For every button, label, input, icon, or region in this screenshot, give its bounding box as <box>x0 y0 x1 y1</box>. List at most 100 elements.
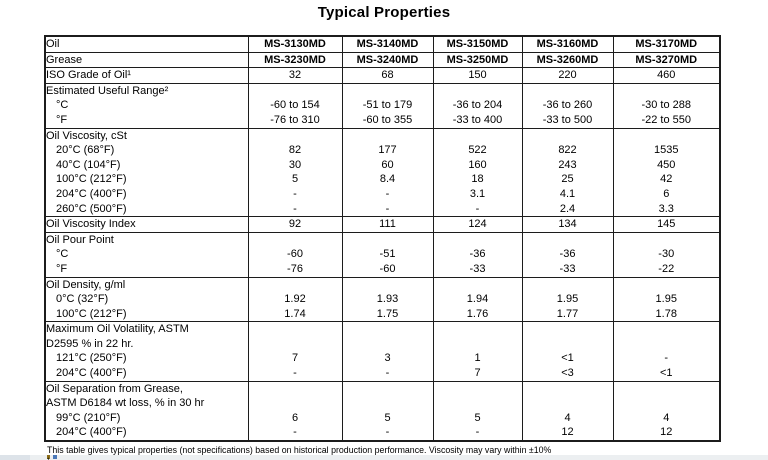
table-row: 260°C (500°F) - - -2.4 3.3 <box>44 201 721 217</box>
cell-value <box>247 232 343 248</box>
cell-value: MS-3140MD <box>341 36 434 53</box>
cell-value: 1 <box>432 351 523 367</box>
cell-value: - <box>341 425 434 442</box>
table-row: Grease MS-3230MD MS-3240MD MS-3250MD MS-3260… <box>44 52 721 68</box>
cell-value: 3.1 <box>432 186 523 202</box>
cell-value <box>521 381 614 411</box>
cell-value: 5 <box>432 410 523 426</box>
table-row: Oil Viscosity Index 92 111 124 134 145 <box>44 216 721 233</box>
row-label: 20°C (68°F) <box>44 143 249 158</box>
row-label: Oil Pour Point <box>44 232 249 248</box>
cell-value: 4.1 <box>521 186 614 202</box>
table-row: °F -76 -60 -33 -33 -22 <box>44 261 721 277</box>
cell-value <box>432 277 523 293</box>
cell-value <box>247 321 343 352</box>
page-title: Typical Properties <box>317 4 451 21</box>
cell-value: 12 <box>612 425 721 442</box>
table-row: 40°C (104°F) 30 60 160 243 450 <box>44 157 721 173</box>
cell-value: 220 <box>521 67 614 84</box>
cell-value <box>341 128 434 144</box>
cell-value <box>432 381 523 411</box>
cell-value: 1.93 <box>341 292 434 307</box>
cell-value: 450 <box>612 157 721 173</box>
cell-value: 5 <box>247 172 343 187</box>
cell-value: MS-3160MD <box>521 36 614 53</box>
table-row: °F -76 to 310 -60 to 355 -33 to 400 -33 to 5… <box>44 112 721 129</box>
cell-value: 42 <box>612 172 721 187</box>
row-label: °F <box>44 112 249 129</box>
cell-value: -30 <box>612 247 721 262</box>
cell-value <box>432 83 523 99</box>
cell-value: MS-3260MD <box>521 52 614 68</box>
cell-value: 822 <box>521 143 614 158</box>
section-oil-viscosity: Oil Viscosity, cSt 20°C (68°F) 82 177 522 822… <box>44 128 721 217</box>
cell-value <box>247 381 343 411</box>
cell-value <box>341 277 434 293</box>
cell-value: -76 <box>247 261 343 277</box>
cell-value <box>521 321 614 352</box>
cell-value <box>521 128 614 144</box>
cell-value: - <box>247 186 343 202</box>
cell-value: 1.76 <box>432 306 523 322</box>
cell-value <box>341 321 434 352</box>
table-footnote: This table gives typical properties (not… <box>47 445 552 455</box>
cell-value: - <box>247 366 343 382</box>
table-row: Oil Pour Point <box>44 232 721 248</box>
cell-value: 1.75 <box>341 306 434 322</box>
cell-value <box>341 83 434 99</box>
cell-value: 18 <box>432 172 523 187</box>
cell-value: - <box>612 351 721 367</box>
cell-value: -22 to 550 <box>612 112 721 129</box>
row-label: Oil Density, g/ml <box>44 277 249 293</box>
cell-value: 8.4 <box>341 172 434 187</box>
cell-value: -36 <box>432 247 523 262</box>
table-footnote-clipped: ¹ <box>47 456 50 460</box>
cell-value <box>612 277 721 293</box>
cell-value <box>612 232 721 248</box>
cell-value: 7 <box>432 366 523 382</box>
cell-value: MS-3130MD <box>247 36 343 53</box>
row-label: 204°C (400°F) <box>44 366 249 382</box>
cell-value <box>612 381 721 411</box>
cell-value <box>521 232 614 248</box>
cell-value: 134 <box>521 216 614 233</box>
typical-properties-table: Oil MS-3130MD MS-3140MD MS-3150MD MS-3160MD M… <box>44 35 721 443</box>
bottom-edge-strip-left <box>0 455 30 460</box>
cell-value <box>247 83 343 99</box>
row-label: Grease <box>44 52 249 68</box>
cell-value: - <box>247 425 343 442</box>
cell-value: - <box>432 201 523 217</box>
cell-value: 1.77 <box>521 306 614 322</box>
section-oil-pour-point: Oil Pour Point °C -60 -51 -36 -36 -30 °F -76 -60-… <box>44 232 721 277</box>
cell-value: 1535 <box>612 143 721 158</box>
row-label: 204°C (400°F) <box>44 425 249 442</box>
cell-value: 522 <box>432 143 523 158</box>
section-grease-products: Grease MS-3230MD MS-3240MD MS-3250MD MS-3260… <box>44 52 721 68</box>
cell-value: -36 <box>521 247 614 262</box>
cell-value: 92 <box>247 216 343 233</box>
cell-value: 30 <box>247 157 343 173</box>
cell-value: -22 <box>612 261 721 277</box>
row-label: 121°C (250°F) <box>44 351 249 367</box>
cell-value <box>432 232 523 248</box>
cell-value: 150 <box>432 67 523 84</box>
cell-value: 1.92 <box>247 292 343 307</box>
cell-value: 32 <box>247 67 343 84</box>
row-label: Maximum Oil Volatility, ASTM D2595 % in … <box>44 321 249 352</box>
cell-value: 1.95 <box>612 292 721 307</box>
table-row: Maximum Oil Volatility, ASTM D2595 % in … <box>44 321 721 352</box>
cell-value: 145 <box>612 216 721 233</box>
cell-value: MS-3240MD <box>341 52 434 68</box>
clipped-footnote-mark <box>47 455 50 459</box>
clipped-footnote-bullet <box>53 455 57 459</box>
cell-value: -76 to 310 <box>247 112 343 129</box>
cell-value: 68 <box>341 67 434 84</box>
cell-value: 1.94 <box>432 292 523 307</box>
section-oil-density: Oil Density, g/ml 0°C (32°F) 1.92 1.93 1.94 1… <box>44 277 721 322</box>
cell-value <box>612 128 721 144</box>
cell-value: - <box>247 201 343 217</box>
cell-value <box>521 83 614 99</box>
cell-value: 3 <box>341 351 434 367</box>
table-row: Oil Separation from Grease, ASTM D6184 w… <box>44 381 721 411</box>
row-label: Oil Viscosity, cSt <box>44 128 249 144</box>
